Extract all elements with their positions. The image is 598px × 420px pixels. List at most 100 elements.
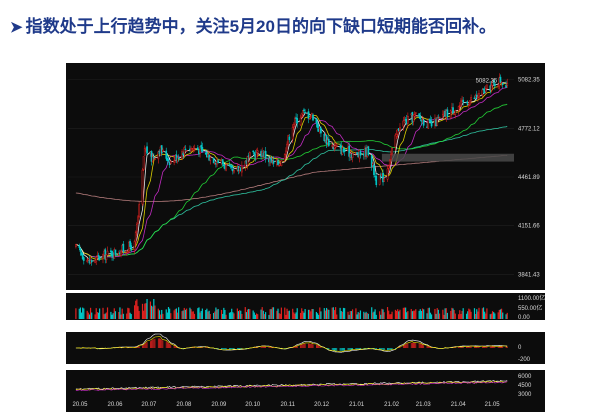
candle-body [466, 103, 469, 106]
volume-bar [255, 313, 258, 319]
candle-body [465, 101, 468, 104]
candle-body [134, 232, 137, 243]
macd-bar [339, 348, 341, 351]
volume-bar [375, 314, 377, 319]
volume-bar [143, 310, 145, 319]
macd-bar [468, 346, 470, 348]
volume-bar [245, 312, 247, 319]
macd-bar [160, 338, 161, 348]
candle-body [348, 145, 350, 157]
candle-body [212, 157, 215, 164]
volume-bar [99, 308, 101, 319]
volume-bar [379, 311, 381, 319]
volume-bar [129, 312, 131, 319]
candle-body [372, 163, 374, 166]
volume-bar [318, 314, 320, 319]
volume-bar [410, 308, 412, 319]
macd-bar [458, 346, 460, 348]
volume-bar [276, 310, 278, 319]
macd-bar [317, 345, 318, 348]
volume-bar [152, 306, 154, 319]
candle-body [399, 127, 401, 132]
candle-body [255, 152, 258, 159]
volume-bar [114, 311, 117, 319]
candle-body [286, 143, 288, 152]
macd-bar [205, 347, 207, 348]
volume-bar [489, 314, 491, 319]
macd-bar [224, 348, 226, 350]
candle-body [430, 121, 433, 127]
volume-bar [229, 312, 232, 319]
volume-bar [494, 313, 496, 319]
candle-body [199, 146, 201, 154]
volume-bar [176, 312, 179, 319]
candle-body [105, 254, 108, 260]
candle-body [291, 127, 294, 140]
volume-bar [365, 311, 367, 319]
candle-body [136, 224, 138, 232]
volume-bar [146, 299, 148, 319]
volume-bar [91, 312, 93, 319]
ma120-line [75, 126, 508, 258]
volume-bar [350, 311, 353, 319]
candle-body [387, 165, 390, 169]
macd-bar [173, 345, 175, 348]
macd-bar [308, 343, 309, 348]
volume-bar [162, 313, 164, 319]
volume-bar [181, 311, 183, 319]
macd-bar [334, 348, 335, 351]
macd-bar [265, 346, 266, 348]
candle-body [157, 151, 160, 160]
candle-body [152, 156, 155, 159]
candle-body [422, 119, 425, 126]
volume-bar [144, 303, 146, 319]
candle-body [176, 157, 179, 162]
macd-bar [415, 343, 417, 348]
macd-bar [453, 347, 455, 348]
date-tick-label: 21.03 [416, 402, 432, 408]
macd-bar [335, 348, 336, 351]
date-tick-label: 20.06 [107, 402, 123, 408]
volume-bar [349, 311, 351, 319]
macd-bar [454, 347, 456, 348]
macd-bar [391, 348, 393, 350]
candle-body [343, 150, 346, 152]
volume-bar [415, 309, 417, 319]
volume-bar [491, 311, 494, 319]
volume-bar [157, 308, 159, 319]
candle-body [394, 134, 397, 147]
volume-bar [419, 309, 421, 319]
volume-bar [341, 311, 343, 319]
macd-bar [381, 348, 383, 350]
volume-bar [436, 308, 438, 319]
candle-body [413, 114, 416, 117]
macd-bar [363, 348, 365, 349]
candle-body [173, 160, 175, 163]
candle-body [418, 113, 421, 117]
volume-bar [434, 308, 436, 319]
volume-bar [428, 307, 430, 319]
candle-body [304, 112, 306, 114]
macd-bar [222, 348, 224, 350]
volume-bar [136, 299, 138, 319]
volume-bar [476, 309, 478, 319]
volume-bar [299, 312, 302, 319]
volume-bar [167, 307, 170, 319]
volume-bar [87, 312, 89, 319]
candle-body [98, 256, 101, 260]
macd-tick-label: -200 [518, 357, 531, 363]
volume-bar [231, 308, 233, 319]
candle-body [469, 100, 471, 106]
macd-bar [356, 348, 358, 350]
macd-bar [379, 348, 381, 350]
volume-bar [161, 309, 163, 319]
macd-bar [174, 345, 176, 348]
volume-bar [287, 311, 289, 319]
indicator-line [75, 380, 508, 390]
volume-bar [79, 307, 82, 319]
volume-bar [465, 313, 468, 319]
volume-bar [394, 309, 397, 319]
candle-body [241, 165, 243, 173]
indicator-tick-label: 6000 [518, 374, 532, 380]
candle-body [122, 243, 125, 252]
